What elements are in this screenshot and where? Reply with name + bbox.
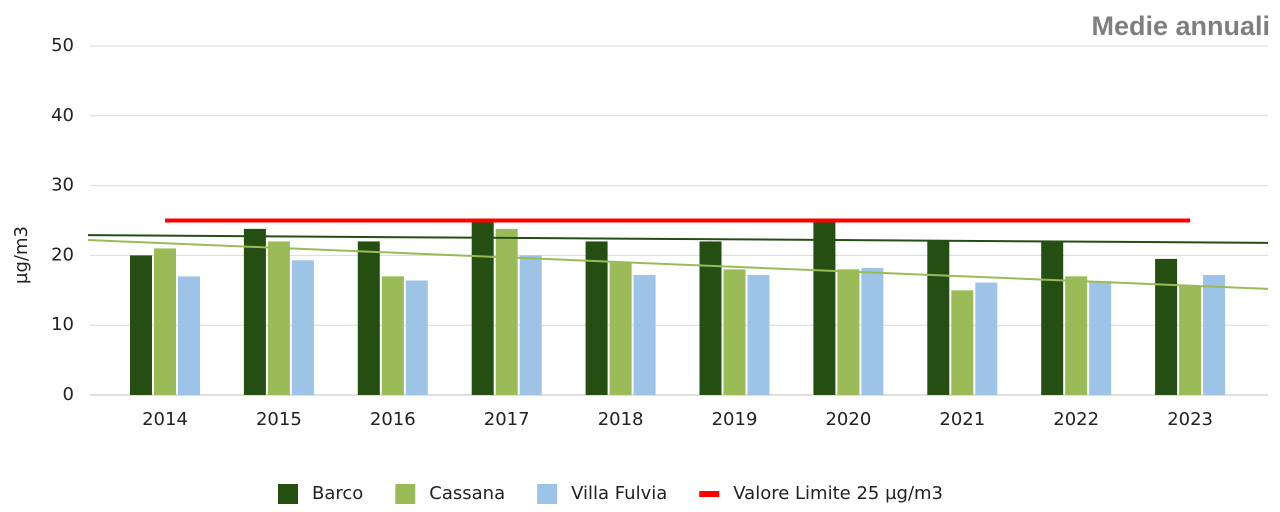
bar (1089, 281, 1112, 395)
y-tick-label: 40 (51, 105, 74, 126)
legend-label: Villa Fulvia (571, 483, 667, 504)
bar (837, 269, 860, 395)
bar (381, 276, 404, 395)
bar (495, 228, 518, 395)
bar (471, 220, 494, 395)
bar (861, 267, 884, 395)
y-tick-label: 30 (51, 175, 74, 196)
bar (1203, 274, 1226, 395)
bar (405, 280, 428, 395)
y-tick-label: 50 (51, 35, 74, 56)
y-tick-label: 0 (63, 384, 74, 405)
bar (519, 255, 542, 395)
y-tick-label: 10 (51, 314, 74, 335)
bar (357, 241, 380, 395)
bar (609, 262, 632, 395)
trend-line (87, 239, 1269, 290)
bar (178, 276, 200, 395)
bar (1179, 285, 1202, 395)
bar (291, 260, 314, 395)
bar (633, 274, 656, 395)
bar (267, 241, 290, 395)
bar (747, 274, 770, 395)
x-tick-label: 2023 (1167, 409, 1213, 430)
bar (154, 248, 176, 395)
legend-label: Valore Limite 25 µg/m3 (733, 483, 943, 504)
x-tick-label: 2017 (484, 409, 530, 430)
bar (699, 241, 722, 395)
bar (927, 241, 950, 395)
x-tick-label: 2022 (1053, 409, 1099, 430)
legend-label: Cassana (429, 483, 505, 504)
x-tick-label: 2016 (370, 409, 416, 430)
bar (951, 290, 974, 395)
bar (813, 220, 836, 395)
bar (130, 255, 152, 395)
x-tick-label: 2019 (712, 409, 758, 430)
bar (723, 269, 746, 395)
y-tick-label: 20 (51, 244, 74, 265)
chart-title: Medie annuali (1091, 11, 1270, 41)
bar (585, 241, 608, 395)
x-tick-label: 2020 (825, 409, 871, 430)
x-tick-label: 2021 (939, 409, 985, 430)
x-tick-label: 2018 (598, 409, 644, 430)
x-tick-label: 2014 (142, 409, 188, 430)
legend-label: Barco (312, 483, 363, 504)
bar (975, 282, 998, 395)
bar (243, 228, 266, 395)
legend-swatch (278, 484, 298, 504)
y-axis-label: µg/m3 (11, 226, 32, 284)
x-tick-label: 2015 (256, 409, 302, 430)
trend-line (87, 234, 1269, 244)
legend-swatch (699, 491, 720, 497)
bar (1065, 276, 1088, 395)
legend-swatch (537, 484, 558, 504)
bar (1041, 241, 1064, 395)
bar (1155, 258, 1178, 395)
legend-swatch (395, 484, 416, 504)
